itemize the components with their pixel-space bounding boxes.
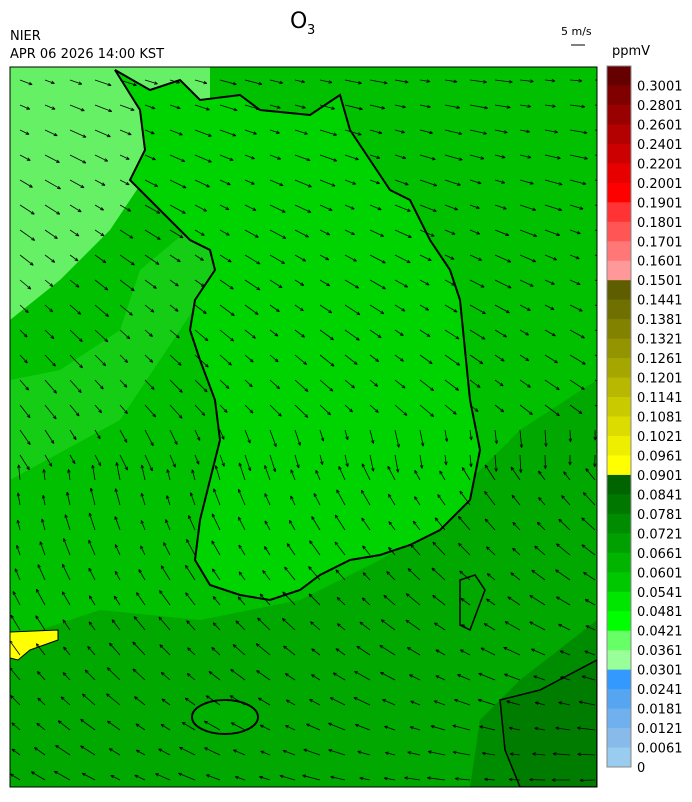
colorbar-swatch bbox=[607, 572, 631, 592]
colorbar-swatch bbox=[607, 85, 631, 105]
colorbar-label: 0.0721 bbox=[637, 527, 683, 542]
colorbar-label: 0.1261 bbox=[637, 352, 683, 367]
colorbar-swatch bbox=[607, 553, 631, 573]
colorbar-label: 0.0421 bbox=[637, 625, 683, 640]
colorbar-label: 0.1601 bbox=[637, 255, 683, 270]
colorbar-swatch bbox=[607, 300, 631, 320]
colorbar-label: 0.1081 bbox=[637, 411, 683, 426]
jeju bbox=[192, 700, 258, 734]
colorbar-label: 0.1021 bbox=[637, 430, 683, 445]
colorbar-label: 0.2401 bbox=[637, 138, 683, 153]
colorbar-swatch bbox=[607, 650, 631, 670]
legend-unit: ppmV bbox=[612, 44, 650, 59]
colorbar-label: 0.1901 bbox=[637, 196, 683, 211]
colorbar-swatch bbox=[607, 533, 631, 553]
wind-arrow-head bbox=[600, 408, 603, 411]
colorbar-swatch bbox=[607, 358, 631, 378]
colorbar-label: 0.1801 bbox=[637, 216, 683, 231]
colorbar-label: 0.2201 bbox=[637, 157, 683, 172]
colorbar-swatch bbox=[607, 592, 631, 612]
wind-arrow-head bbox=[603, 257, 606, 260]
wind-scale-label: 5 m/s bbox=[561, 25, 592, 38]
datetime: APR 06 2026 14:00 KST bbox=[10, 47, 164, 62]
wind-arrow-head bbox=[601, 206, 604, 209]
colorbar-swatch bbox=[607, 455, 631, 475]
colorbar-swatch bbox=[607, 728, 631, 748]
colorbar-label: 0.0661 bbox=[637, 547, 683, 562]
colorbar-label: 0.1501 bbox=[637, 274, 683, 289]
colorbar-label: 0.1321 bbox=[637, 333, 683, 348]
colorbar-swatch bbox=[607, 611, 631, 631]
colorbar-swatch bbox=[607, 670, 631, 690]
colorbar-swatch bbox=[607, 66, 631, 86]
wind-arrow-head bbox=[601, 231, 604, 234]
colorbar-label: 0.0541 bbox=[637, 586, 683, 601]
wind-arrow-head bbox=[603, 181, 606, 184]
colorbar-label: 0.0841 bbox=[637, 488, 683, 503]
colorbar-label: 0.0121 bbox=[637, 722, 683, 737]
colorbar-swatch bbox=[607, 709, 631, 729]
colorbar-label: 0.0961 bbox=[637, 449, 683, 464]
colorbar-label: 0.2601 bbox=[637, 118, 683, 133]
colorbar-label: 0.1381 bbox=[637, 313, 683, 328]
colorbar-label: 0.0781 bbox=[637, 508, 683, 523]
colorbar-swatch bbox=[607, 144, 631, 164]
colorbar-swatch bbox=[607, 280, 631, 300]
colorbar-swatch bbox=[607, 417, 631, 437]
colorbar-label: 0.2001 bbox=[637, 177, 683, 192]
colorbar-swatch bbox=[607, 105, 631, 125]
colorbar-label: 0.0481 bbox=[637, 605, 683, 620]
colorbar-label: 0.0301 bbox=[637, 664, 683, 679]
colorbar-swatch bbox=[607, 631, 631, 651]
wind-arrow-head bbox=[602, 384, 605, 387]
agency: NIER bbox=[10, 29, 41, 44]
colorbar-label: 0 bbox=[637, 761, 645, 776]
colorbar-swatch bbox=[607, 748, 631, 768]
colorbar-swatch bbox=[607, 514, 631, 534]
colorbar-label: 0.2801 bbox=[637, 99, 683, 114]
colorbar-swatch bbox=[607, 339, 631, 359]
colorbar-label: 0.1441 bbox=[637, 294, 683, 309]
colorbar-swatch bbox=[607, 436, 631, 456]
colorbar-label: 0.3001 bbox=[637, 79, 683, 94]
colorbar-label: 0.1701 bbox=[637, 235, 683, 250]
colorbar-label: 0.0361 bbox=[637, 644, 683, 659]
title-subscript: 3 bbox=[307, 23, 315, 38]
colorbar-swatch bbox=[607, 163, 631, 183]
colorbar-label: 0.0181 bbox=[637, 703, 683, 718]
colorbar-label: 0.0601 bbox=[637, 566, 683, 581]
colorbar-swatch bbox=[607, 222, 631, 242]
colorbar-label: 0.1201 bbox=[637, 372, 683, 387]
colorbar-swatch bbox=[607, 378, 631, 398]
map bbox=[10, 67, 613, 787]
colorbar-swatch bbox=[607, 202, 631, 222]
colorbar-swatch bbox=[607, 183, 631, 203]
colorbar-swatch bbox=[607, 261, 631, 281]
colorbar-swatch bbox=[607, 319, 631, 339]
title: O bbox=[290, 9, 307, 34]
colorbar-label: 0.1141 bbox=[637, 391, 683, 406]
colorbar-swatch bbox=[607, 397, 631, 417]
colorbar-swatch bbox=[607, 124, 631, 144]
colorbar-label: 0.0901 bbox=[637, 469, 683, 484]
colorbar: 0.3001 0.2801 0.2601 0.2401 0.2201 0.2001 0.19… bbox=[607, 66, 683, 776]
colorbar-swatch bbox=[607, 475, 631, 495]
colorbar-swatch bbox=[607, 241, 631, 261]
colorbar-swatch bbox=[607, 494, 631, 514]
colorbar-swatch bbox=[607, 689, 631, 709]
colorbar-label: 0.0061 bbox=[637, 742, 683, 757]
colorbar-label: 0.0241 bbox=[637, 683, 683, 698]
